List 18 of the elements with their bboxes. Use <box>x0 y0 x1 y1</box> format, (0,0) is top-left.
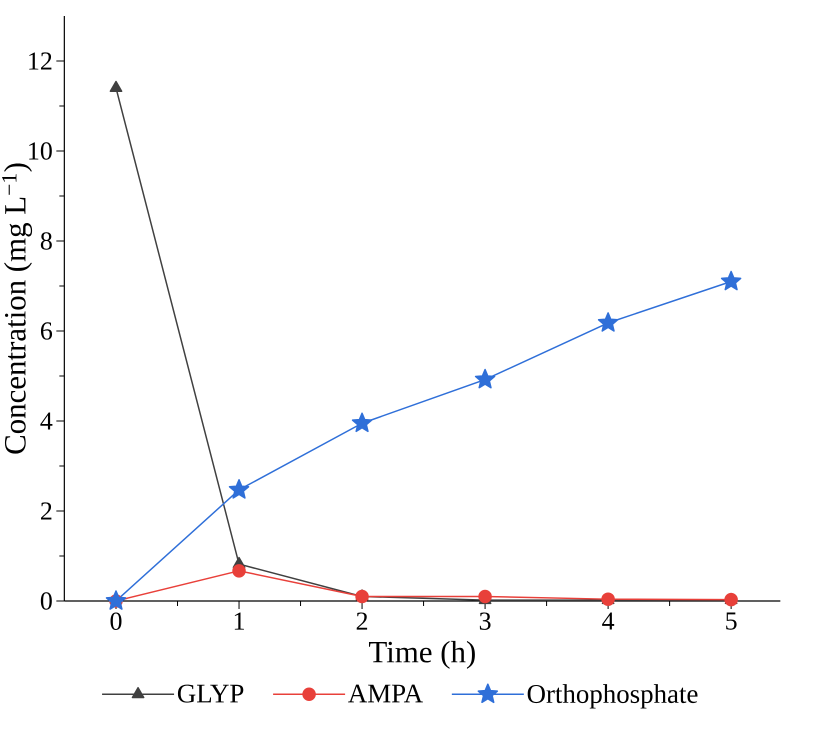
x-tick-label: 1 <box>234 612 244 630</box>
x-tick-label: 2 <box>356 612 368 630</box>
y-tick-label: 8 <box>40 232 52 250</box>
x-tick-label: 0 <box>110 612 122 630</box>
y-tick-label: 10 <box>29 142 52 160</box>
y-tick-label: 4 <box>40 412 52 430</box>
y-tick-label: 0 <box>40 592 52 610</box>
y-tick-label: 6 <box>40 322 52 340</box>
x-tick-label: 4 <box>602 612 614 630</box>
x-axis-title: Time (h) <box>368 640 475 669</box>
legend-label: GLYP <box>178 684 244 703</box>
x-tick-label: 5 <box>726 612 737 630</box>
legend-label: AMPA <box>348 684 423 702</box>
y-tick-label: 12 <box>29 52 52 70</box>
x-tick-label: 3 <box>480 612 491 630</box>
y-axis-title: Concentration (mg L$^{−1}$) <box>2 163 32 454</box>
legend-label: Orthophosphate <box>528 684 698 709</box>
y-tick-label: 2 <box>41 502 52 520</box>
